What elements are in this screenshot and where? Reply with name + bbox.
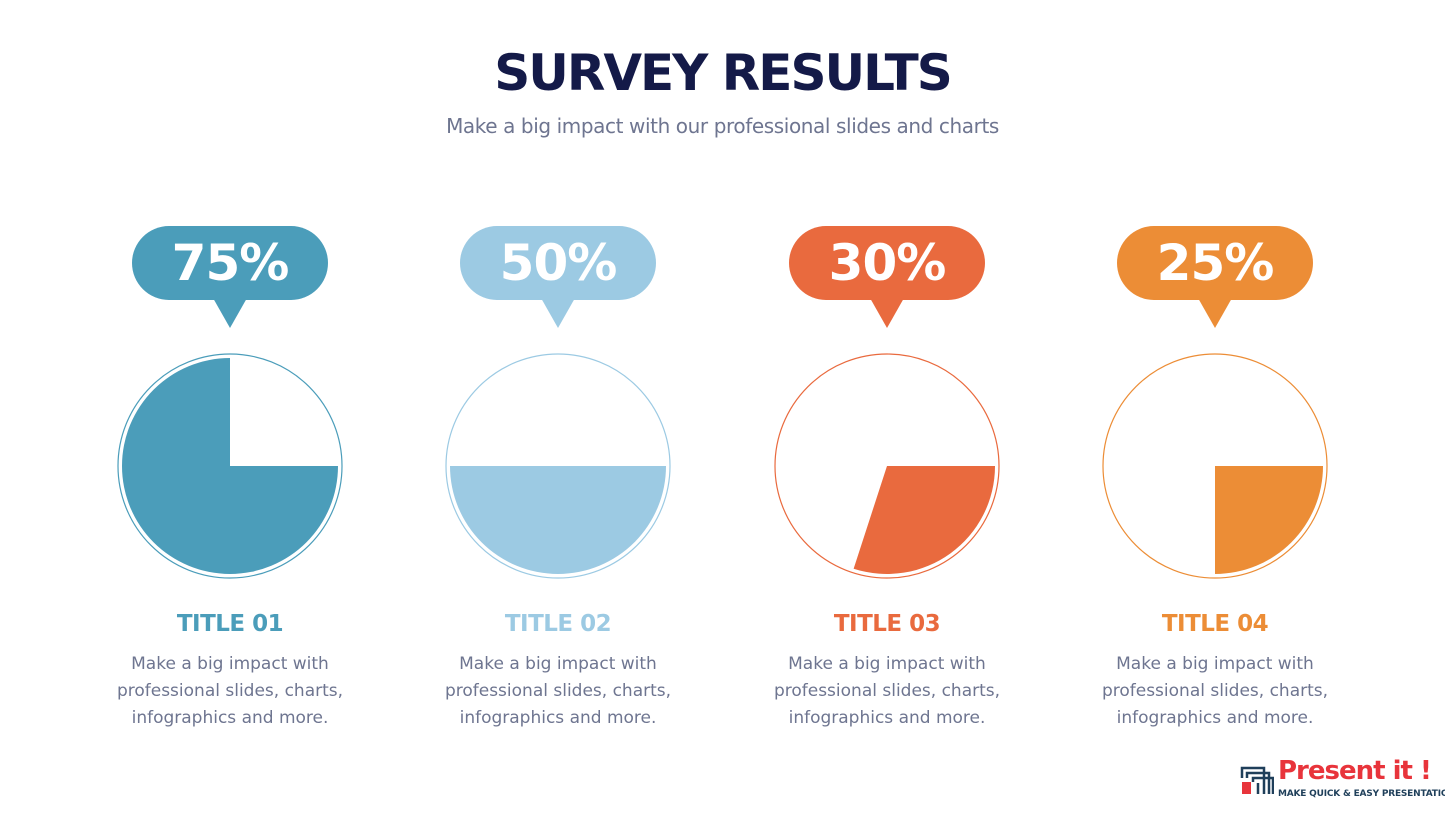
page-subtitle: Make a big impact with our professional … bbox=[446, 114, 999, 138]
percent-bubble: 30% bbox=[789, 226, 985, 300]
logo-tagline: MAKE QUICK & EASY PRESENTATIONS bbox=[1278, 789, 1445, 799]
survey-card-1: 75% TITLE 01 Make a big impact with prof… bbox=[80, 226, 380, 746]
pie-outline bbox=[774, 353, 1000, 579]
percent-bubble: 50% bbox=[460, 226, 656, 300]
card-title: TITLE 01 bbox=[176, 611, 284, 637]
pie-outline bbox=[445, 353, 671, 579]
percent-bubble: 75% bbox=[132, 226, 328, 300]
pie-chart bbox=[1102, 353, 1328, 579]
present-it-logo: Present it ! MAKE QUICK & EASY PRESENTAT… bbox=[1240, 756, 1445, 802]
pie-slice bbox=[122, 358, 338, 574]
bubble-pointer bbox=[213, 298, 247, 328]
page-title: SURVEY RESULTS bbox=[494, 44, 953, 102]
survey-card-3: 30% TITLE 03 Make a big impact with prof… bbox=[737, 226, 1037, 746]
card-title: TITLE 03 bbox=[833, 611, 941, 637]
pie-outline bbox=[117, 353, 343, 579]
card-description: Make a big impact with professional slid… bbox=[1101, 654, 1329, 728]
pie-outline bbox=[1102, 353, 1328, 579]
pie-slice bbox=[853, 466, 995, 574]
card-title: TITLE 04 bbox=[1161, 611, 1269, 637]
card-title: TITLE 02 bbox=[504, 611, 612, 637]
survey-card-2: 50% TITLE 02 Make a big impact with prof… bbox=[408, 226, 708, 746]
bubble-pointer bbox=[541, 298, 575, 328]
card-description: Make a big impact with professional slid… bbox=[444, 654, 672, 728]
logo-name: Present it ! bbox=[1278, 756, 1432, 786]
pie-chart bbox=[445, 353, 671, 579]
pie-chart bbox=[117, 353, 343, 579]
pie-chart bbox=[774, 353, 1000, 579]
card-description: Make a big impact with professional slid… bbox=[773, 654, 1001, 728]
pie-slice bbox=[450, 466, 666, 574]
percent-bubble: 25% bbox=[1117, 226, 1313, 300]
card-description: Make a big impact with professional slid… bbox=[116, 654, 344, 728]
present-it-logo-icon bbox=[1240, 766, 1274, 794]
pie-slice bbox=[1215, 466, 1323, 574]
bubble-pointer bbox=[1198, 298, 1232, 328]
survey-card-4: 25% TITLE 04 Make a big impact with prof… bbox=[1065, 226, 1365, 746]
bubble-pointer bbox=[870, 298, 904, 328]
